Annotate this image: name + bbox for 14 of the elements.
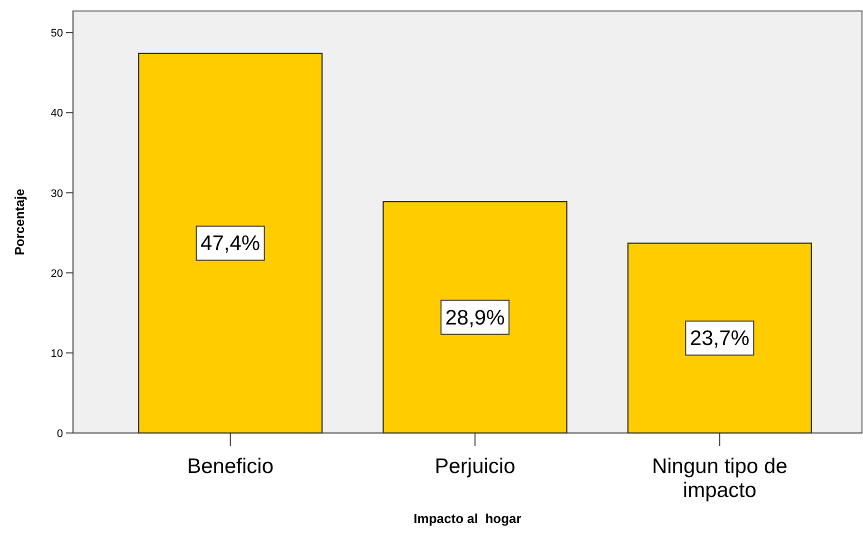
y-tick-label: 10 — [50, 348, 63, 360]
x-tick-label: Perjuicio — [434, 455, 516, 478]
y-tick-label: 50 — [50, 28, 63, 40]
x-axis-title: Impacto al hogar — [414, 511, 522, 526]
y-tick-label: 20 — [50, 268, 63, 280]
y-tick-label: 30 — [50, 188, 63, 200]
x-tick-label: Ningun tipo de impacto — [652, 455, 788, 502]
y-tick-label: 40 — [50, 108, 63, 120]
y-tick-label: 0 — [56, 428, 63, 440]
x-tick-label: Beneficio — [187, 455, 274, 478]
data-label: 23,7% — [690, 327, 750, 350]
data-label: 28,9% — [445, 306, 505, 330]
y-axis-title: Porcentaje — [12, 188, 27, 256]
data-label: 47,4% — [200, 232, 260, 256]
